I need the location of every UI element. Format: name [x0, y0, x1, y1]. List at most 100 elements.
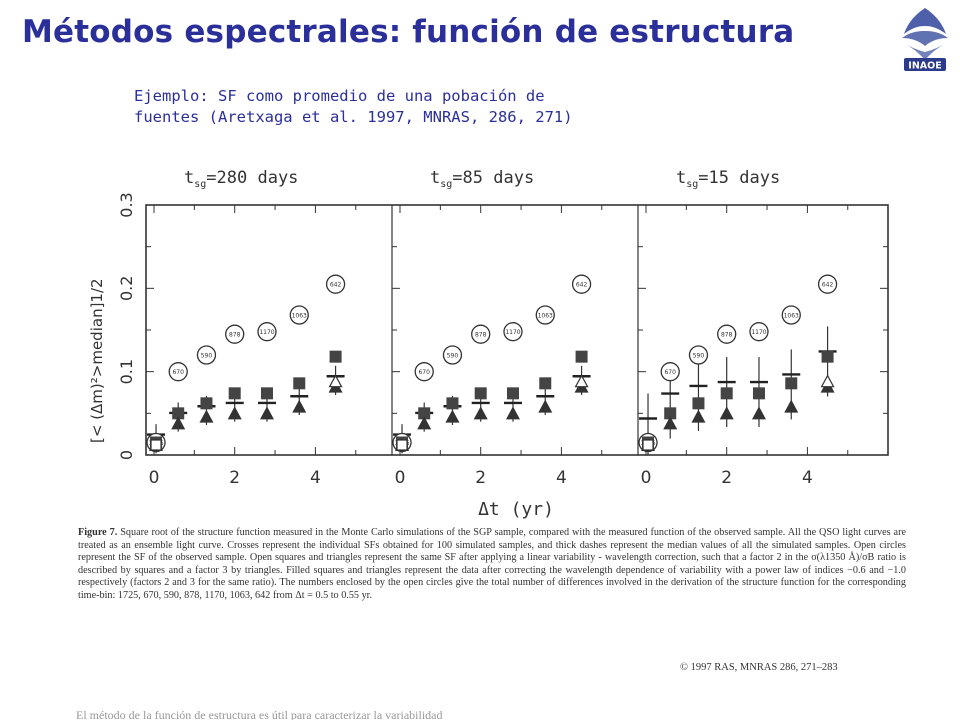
filled-triangle [417, 416, 432, 430]
filled-square [418, 407, 431, 420]
x-tick-label: 2 [475, 468, 486, 488]
panel-label-sub: sg [440, 179, 452, 190]
filled-square [293, 377, 306, 390]
panel-label-main: t [430, 168, 440, 188]
circle-count-label: 878 [475, 332, 487, 339]
observed-sf-circle [749, 322, 769, 342]
footer-partial-text: El método de la función de estructura es… [76, 708, 443, 720]
x-tick-label: 4 [556, 468, 567, 488]
circle-count-label: 1170 [259, 329, 274, 336]
figure-caption: Figure 7. Square root of the structure f… [78, 527, 906, 603]
panel-label-sub: sg [194, 179, 206, 190]
panel-label-1: tsg=280 days [184, 168, 298, 190]
observed-sf-circle [660, 362, 680, 382]
circle-count-label: 1170 [751, 329, 766, 336]
x-tick-label: 0 [641, 468, 652, 488]
filled-triangle [663, 416, 678, 430]
observed-sf-circle [414, 362, 434, 382]
filled-square [260, 387, 273, 400]
filled-square [172, 407, 185, 420]
slide-title: Métodos espectrales: función de estructu… [22, 14, 795, 50]
circle-count-label: 1063 [784, 313, 799, 320]
filled-square [228, 387, 241, 400]
filled-square [821, 350, 834, 363]
circle-count-label: 1063 [292, 313, 307, 320]
panel-label-3: tsg=15 days [676, 168, 780, 190]
caption-text: Square root of the structure function me… [78, 527, 906, 601]
filled-triangle [292, 399, 307, 413]
circle-count-label: 590 [693, 353, 705, 360]
filled-triangle [259, 406, 274, 420]
observed-sf-circle [196, 345, 217, 365]
panel-label-value: =15 days [698, 168, 780, 188]
circle-count-label: 642 [330, 282, 342, 289]
open-square [642, 439, 654, 451]
circle-count-label: 590 [447, 353, 459, 360]
circle-count-label: 642 [822, 282, 834, 289]
open-square [150, 439, 162, 451]
filled-square [664, 407, 677, 420]
filled-triangle [445, 409, 460, 423]
circle-count-label: 1170 [505, 329, 520, 336]
panel-label-value: =85 days [452, 168, 534, 188]
logo-text: INAOE [908, 61, 941, 72]
inaoe-logo: INAOE [894, 4, 956, 76]
x-tick-label: 4 [310, 468, 321, 488]
filled-triangle [505, 406, 520, 420]
y-tick-label: 0.1 [117, 359, 136, 384]
circle-count-label: 670 [664, 369, 676, 376]
panel-label-main: t [676, 168, 686, 188]
subtitle-line-1: Ejemplo: SF como promedio de una pobació… [134, 87, 545, 105]
open-triangle [574, 374, 589, 388]
circle-count-label: 670 [418, 369, 430, 376]
y-tick-label: 0.2 [117, 276, 136, 301]
slide-subtitle: Ejemplo: SF como promedio de una pobació… [134, 86, 573, 128]
filled-triangle [538, 399, 553, 413]
panel-label-main: t [184, 168, 194, 188]
x-tick-label: 2 [721, 468, 732, 488]
filled-triangle [199, 409, 214, 423]
observed-sf-circle [471, 324, 491, 344]
panel-label-value: =280 days [206, 168, 298, 188]
filled-square [720, 387, 733, 400]
y-axis-label: [< (Δm)²>median]1/2 [88, 278, 106, 443]
observed-sf-circle [168, 362, 188, 382]
filled-triangle [227, 406, 242, 420]
filled-triangle [473, 406, 488, 420]
circle-count-label: 878 [229, 332, 241, 339]
caption-lead: Figure 7. [78, 527, 118, 538]
filled-square [575, 350, 588, 363]
open-triangle [328, 374, 343, 388]
filled-square [692, 397, 705, 410]
circle-count-label: 642 [576, 282, 588, 289]
x-tick-label: 0 [395, 468, 406, 488]
observed-sf-circle [717, 324, 737, 344]
copyright-line: © 1997 RAS, MNRAS 286, 271–283 [680, 662, 838, 673]
circle-count-label: 590 [201, 353, 213, 360]
circle-count-label: 670 [172, 369, 184, 376]
subtitle-line-2: fuentes (Aretxaga et al. 1997, MNRAS, 28… [134, 108, 573, 126]
filled-square [329, 350, 342, 363]
observed-sf-circle [325, 274, 346, 294]
y-tick-label: 0.3 [117, 192, 136, 217]
observed-sf-circle [535, 305, 555, 325]
circle-count-label: 1063 [538, 313, 553, 320]
filled-triangle [784, 399, 799, 413]
filled-triangle [171, 416, 186, 430]
observed-sf-circle [289, 305, 309, 325]
observed-sf-circle [225, 324, 245, 344]
filled-square [539, 377, 552, 390]
filled-square [785, 377, 798, 390]
open-triangle [820, 374, 835, 388]
observed-sf-circle [257, 322, 277, 342]
filled-triangle [719, 406, 734, 420]
open-square [396, 439, 408, 451]
observed-sf-circle [817, 274, 838, 294]
filled-square [752, 387, 765, 400]
observed-sf-circle [688, 345, 709, 365]
filled-square [446, 397, 459, 410]
filled-triangle [751, 406, 766, 420]
y-tick-label: 0 [117, 450, 136, 460]
filled-square [506, 387, 519, 400]
observed-sf-circle [503, 322, 523, 342]
